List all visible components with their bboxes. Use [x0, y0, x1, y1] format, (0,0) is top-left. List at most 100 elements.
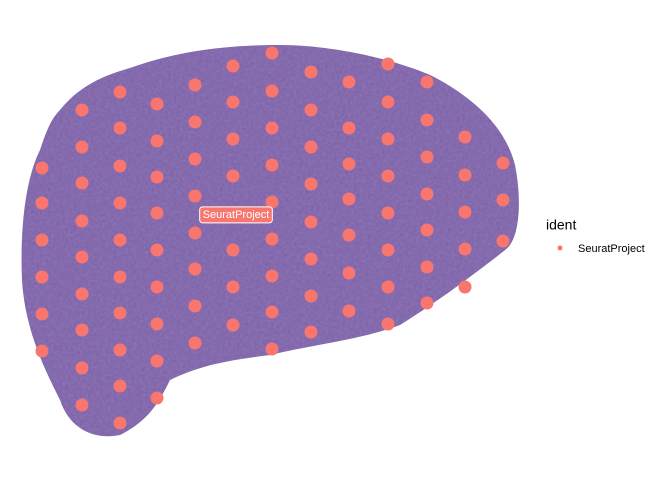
spot [150, 206, 164, 220]
spot [304, 103, 318, 117]
spot [381, 280, 395, 294]
spot [265, 121, 279, 135]
spot [381, 57, 395, 71]
spot [226, 318, 240, 332]
spot [226, 280, 240, 294]
legend-label: SeuratProject [578, 243, 645, 255]
spot [113, 85, 127, 99]
spots [35, 46, 510, 430]
spot [342, 157, 356, 171]
spot [381, 132, 395, 146]
spot [420, 296, 434, 310]
spot [265, 232, 279, 246]
spot [265, 269, 279, 283]
spot [75, 361, 89, 375]
spot [150, 170, 164, 184]
spot [75, 323, 89, 337]
spot [226, 243, 240, 257]
spot [188, 226, 202, 240]
spot [342, 192, 356, 206]
spot [35, 270, 49, 284]
spot [265, 46, 279, 60]
spot [113, 270, 127, 284]
spot [150, 97, 164, 111]
spot [304, 140, 318, 154]
spot [150, 280, 164, 294]
spot [35, 161, 49, 175]
spot [113, 121, 127, 135]
spot [381, 317, 395, 331]
spot [113, 343, 127, 357]
spot [496, 234, 510, 248]
spot [226, 169, 240, 183]
spot [420, 260, 434, 274]
spot [75, 398, 89, 412]
spot [381, 243, 395, 257]
spot [226, 132, 240, 146]
spot [342, 121, 356, 135]
spot [150, 354, 164, 368]
spot [304, 252, 318, 266]
spot [265, 305, 279, 319]
spot [188, 115, 202, 129]
spot [113, 233, 127, 247]
spot [188, 78, 202, 92]
spot [113, 306, 127, 320]
spot [188, 152, 202, 166]
spot [420, 113, 434, 127]
spot [458, 130, 472, 144]
spot [265, 342, 279, 356]
spot [75, 176, 89, 190]
spot [150, 134, 164, 148]
spot [75, 140, 89, 154]
spot [342, 228, 356, 242]
spot [420, 187, 434, 201]
spot [342, 304, 356, 318]
spot [342, 266, 356, 280]
spot [420, 75, 434, 89]
spot [188, 299, 202, 313]
spot [304, 215, 318, 229]
spot [113, 416, 127, 430]
annotation-label: SeuratProject [203, 209, 270, 221]
spot [265, 158, 279, 172]
spot [420, 150, 434, 164]
spot [342, 75, 356, 89]
spot [381, 206, 395, 220]
spot [113, 196, 127, 210]
spot [226, 95, 240, 109]
spot [265, 195, 279, 209]
spot [304, 65, 318, 79]
spot [35, 307, 49, 321]
spot [75, 287, 89, 301]
spot [150, 243, 164, 257]
spot [150, 391, 164, 405]
spot [188, 189, 202, 203]
spot [265, 84, 279, 98]
spot [35, 196, 49, 210]
annotation-box [199, 206, 273, 224]
spot [496, 193, 510, 207]
spot [420, 223, 434, 237]
spot [150, 317, 164, 331]
spot [75, 250, 89, 264]
spot [458, 280, 472, 294]
spot [304, 177, 318, 191]
spot [226, 59, 240, 73]
spot [458, 168, 472, 182]
spot [496, 156, 510, 170]
spot [304, 289, 318, 303]
spot [35, 233, 49, 247]
spot [304, 325, 318, 339]
spot [113, 379, 127, 393]
spot [75, 214, 89, 228]
spot [35, 344, 49, 358]
spot [188, 336, 202, 350]
spot [381, 95, 395, 109]
spot [458, 205, 472, 219]
legend-marker [557, 245, 563, 251]
spot [75, 103, 89, 117]
spot [188, 262, 202, 276]
spot [381, 169, 395, 183]
